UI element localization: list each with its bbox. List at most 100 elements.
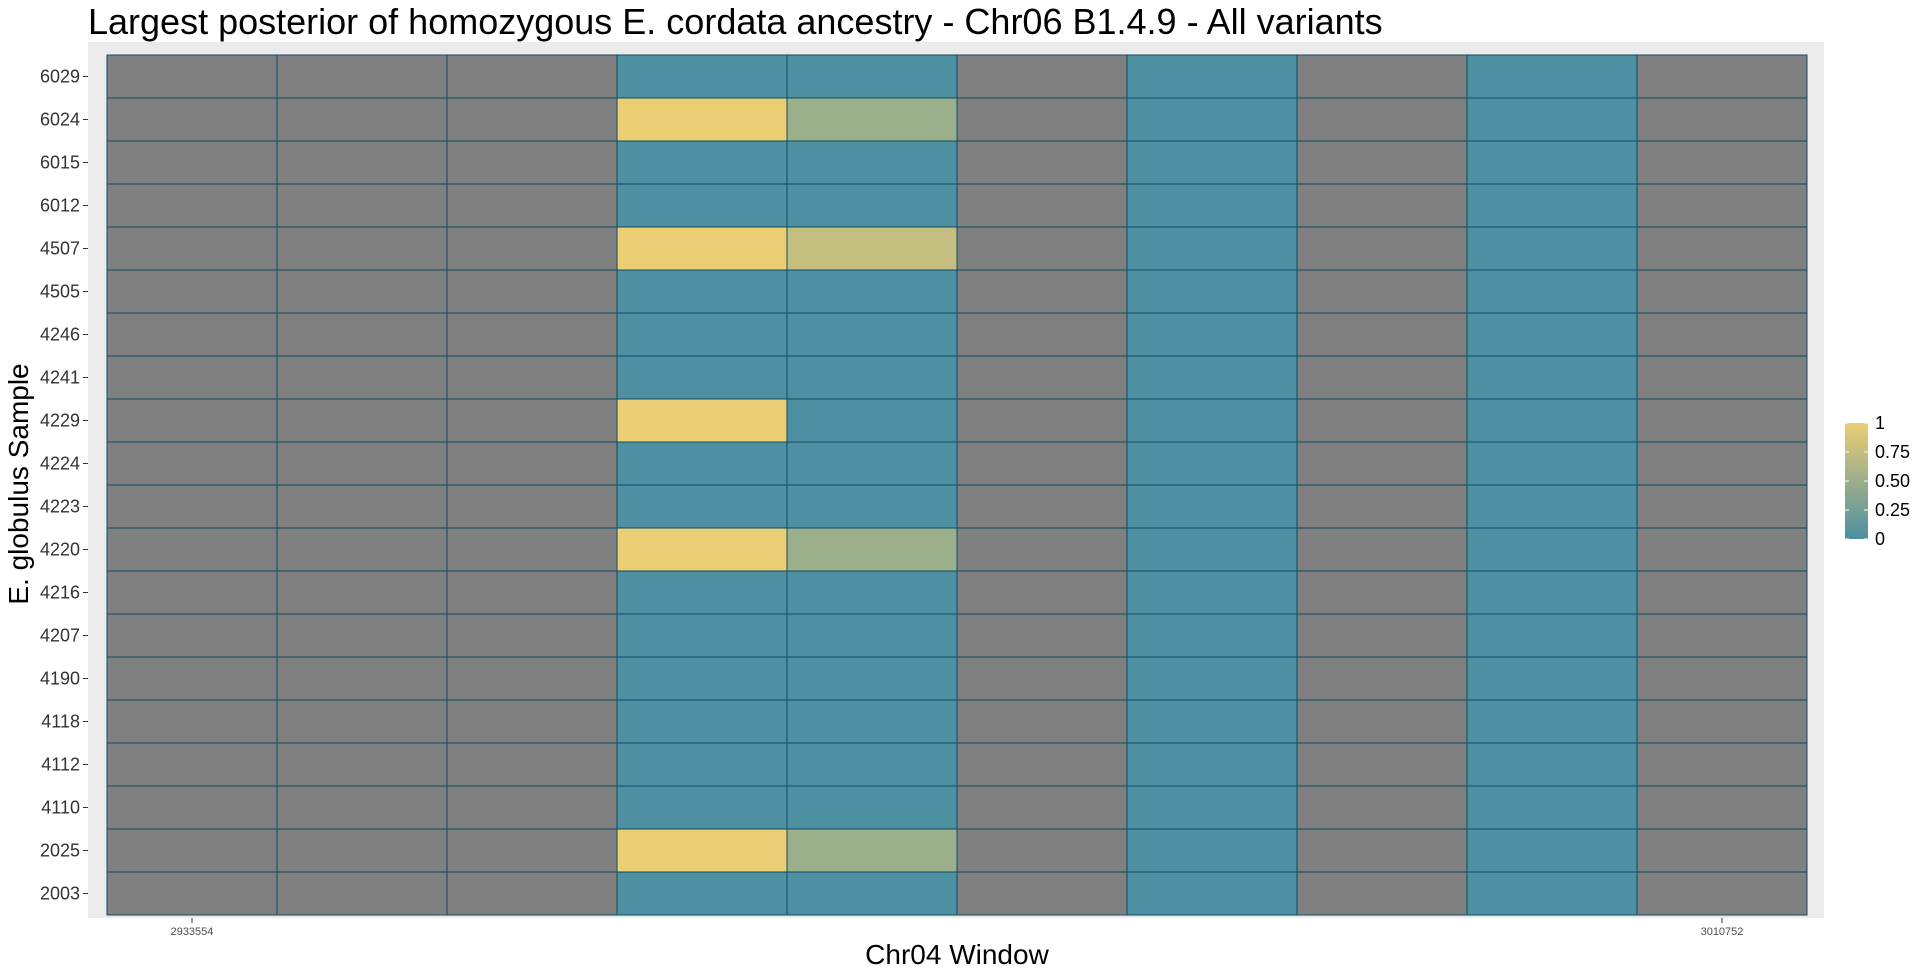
y-tick-label: 4507 (40, 239, 80, 259)
y-tick-label: 4112 (41, 755, 80, 775)
heatmap-cell (276, 269, 448, 314)
heatmap-cell (956, 54, 1128, 99)
heatmap-cell (616, 269, 788, 314)
y-tick-label: 4110 (41, 798, 80, 818)
heatmap-cell (1126, 871, 1298, 916)
legend-label: 0.50 (1875, 471, 1910, 491)
y-tick-label: 4224 (40, 454, 80, 474)
y-tick-label: 4223 (40, 497, 80, 517)
heatmap-cell (276, 527, 448, 572)
heatmap-cell (1126, 97, 1298, 142)
heatmap-cell (1636, 398, 1808, 443)
heatmap-cell (786, 140, 958, 185)
heatmap-cell (1466, 656, 1638, 701)
heatmap-cell (1466, 742, 1638, 787)
heatmap-cell (276, 699, 448, 744)
y-tick-label: 6012 (40, 196, 80, 216)
heatmap-cell (1296, 140, 1468, 185)
y-tick-label: 6015 (40, 153, 80, 173)
heatmap-cell (446, 140, 618, 185)
heatmap-cell (1636, 269, 1808, 314)
heatmap-cell (956, 441, 1128, 486)
y-axis-ticks: 6029 6024 6015 6012 4507 4505 4246 4241 4229 4224… (40, 67, 88, 904)
heatmap-cell (276, 54, 448, 99)
heatmap-cell (446, 398, 618, 443)
heatmap-cell (1466, 613, 1638, 658)
legend-label: 0 (1875, 529, 1885, 549)
heatmap-cell (276, 828, 448, 873)
heatmap-cell (106, 742, 278, 787)
heatmap-cell (1126, 226, 1298, 271)
heatmap-cells (106, 54, 1808, 916)
y-tick-label: 4118 (41, 712, 80, 732)
heatmap-cell (276, 355, 448, 400)
heatmap-cell (1296, 441, 1468, 486)
heatmap-cell (1296, 269, 1468, 314)
heatmap-cell (786, 699, 958, 744)
y-tick-label: 4505 (40, 282, 80, 302)
heatmap-cell (1636, 828, 1808, 873)
heatmap-cell (1296, 312, 1468, 357)
heatmap-cell (1636, 656, 1808, 701)
y-tick-label: 6029 (40, 67, 80, 87)
heatmap-cell (956, 699, 1128, 744)
heatmap-cell (1636, 484, 1808, 529)
heatmap-cell (616, 312, 788, 357)
heatmap-cell (446, 484, 618, 529)
heatmap-cell (1466, 226, 1638, 271)
heatmap-cell (1466, 183, 1638, 228)
heatmap-cell (1296, 355, 1468, 400)
heatmap-cell (1466, 355, 1638, 400)
heatmap-cell (786, 269, 958, 314)
heatmap-cell (1296, 226, 1468, 271)
y-tick-label: 2003 (40, 884, 80, 904)
heatmap-cell (106, 355, 278, 400)
heatmap-cell (616, 527, 788, 572)
heatmap-cell (446, 699, 618, 744)
heatmap-cell (1466, 527, 1638, 572)
heatmap-cell (1126, 441, 1298, 486)
heatmap-cell (616, 484, 788, 529)
heatmap-cell (276, 570, 448, 615)
y-axis-title: E. globulus Sample (3, 363, 34, 604)
heatmap-cell (786, 656, 958, 701)
heatmap-cell (786, 54, 958, 99)
heatmap-cell (1296, 613, 1468, 658)
heatmap-cell (956, 570, 1128, 615)
heatmap-cell (956, 269, 1128, 314)
heatmap-cell (786, 570, 958, 615)
heatmap-cell (106, 656, 278, 701)
heatmap-cell (786, 441, 958, 486)
heatmap-cell (106, 226, 278, 271)
heatmap-cell (786, 398, 958, 443)
heatmap-cell (1296, 828, 1468, 873)
heatmap-cell (956, 226, 1128, 271)
heatmap-cell (106, 269, 278, 314)
color-legend: 1 0.75 0.50 0.25 0 (1845, 413, 1910, 549)
heatmap-cell (276, 742, 448, 787)
x-axis-title: Chr04 Window (865, 939, 1049, 970)
heatmap-cell (786, 312, 958, 357)
heatmap-cell (1296, 656, 1468, 701)
heatmap-cell (956, 398, 1128, 443)
y-tick-label: 4220 (40, 540, 80, 560)
heatmap-cell (786, 183, 958, 228)
heatmap-cell (106, 97, 278, 142)
heatmap-cell (1636, 54, 1808, 99)
heatmap-cell (106, 828, 278, 873)
heatmap-cell (956, 527, 1128, 572)
heatmap-cell (786, 871, 958, 916)
heatmap-cell (956, 742, 1128, 787)
heatmap-cell (1636, 226, 1808, 271)
heatmap-cell (106, 570, 278, 615)
heatmap-cell (106, 871, 278, 916)
heatmap-cell (1126, 742, 1298, 787)
heatmap-cell (446, 527, 618, 572)
heatmap-cell (1636, 699, 1808, 744)
heatmap-cell (276, 441, 448, 486)
heatmap-cell (276, 871, 448, 916)
y-tick-label: 4190 (40, 669, 80, 689)
heatmap-cell (106, 484, 278, 529)
heatmap-cell (1126, 355, 1298, 400)
heatmap-cell (276, 97, 448, 142)
